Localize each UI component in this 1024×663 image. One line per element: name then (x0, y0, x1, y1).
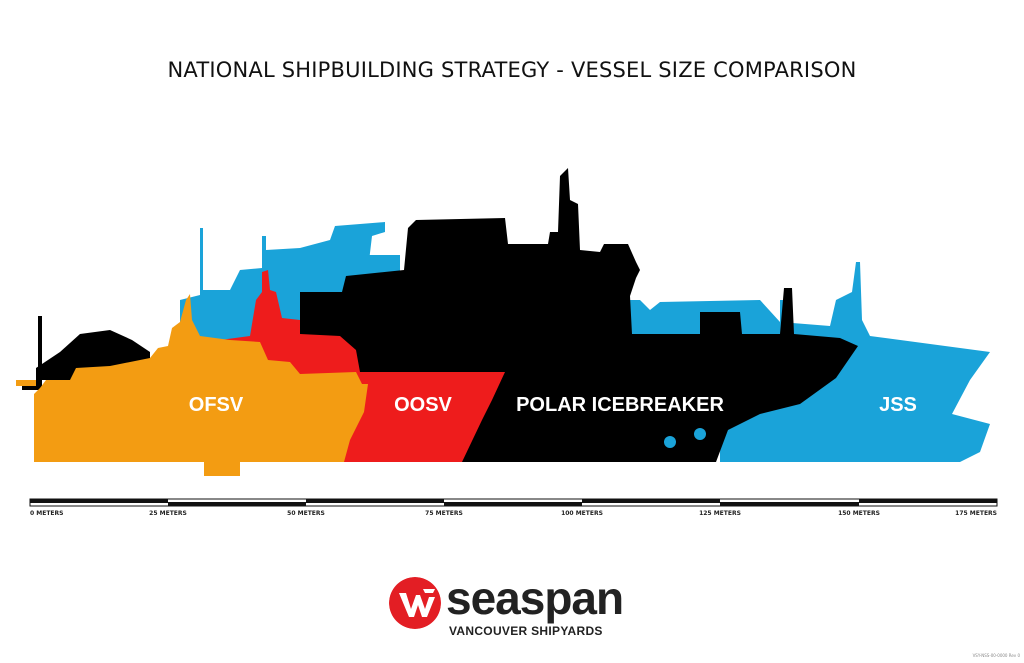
scale-bar (29, 498, 998, 507)
porthole-icon (664, 436, 676, 448)
porthole-icon (694, 428, 706, 440)
scale-tick-label: 50 METERS (287, 510, 325, 517)
scale-tick-label: 100 METERS (561, 510, 603, 517)
scale-tick-label: 150 METERS (838, 510, 880, 517)
ofsv-silhouette (16, 294, 368, 476)
jss-label: JSS (879, 394, 917, 416)
oosv-label: OOSV (394, 394, 452, 416)
document-reference: VSY-NSS-00-0000 Rev 0 (972, 653, 1020, 658)
ofsv-label: OFSV (189, 394, 244, 416)
brand-name: seaspan (446, 572, 624, 624)
seaspan-mark-icon (389, 577, 441, 629)
polar-icebreaker-label: POLAR ICEBREAKER (516, 394, 724, 416)
scale-tick-label: 0 METERS (30, 510, 64, 517)
scale-tick-label: 25 METERS (149, 510, 187, 517)
scale-tick-label: 75 METERS (425, 510, 463, 517)
scale-tick-label: 175 METERS (955, 510, 997, 517)
page-title: NATIONAL SHIPBUILDING STRATEGY - VESSEL … (167, 58, 857, 82)
brand-subtitle: VANCOUVER SHIPYARDS (449, 624, 603, 638)
scale-tick-label: 125 METERS (699, 510, 741, 517)
seaspan-logo: seaspan VANCOUVER SHIPYARDS (389, 572, 629, 643)
